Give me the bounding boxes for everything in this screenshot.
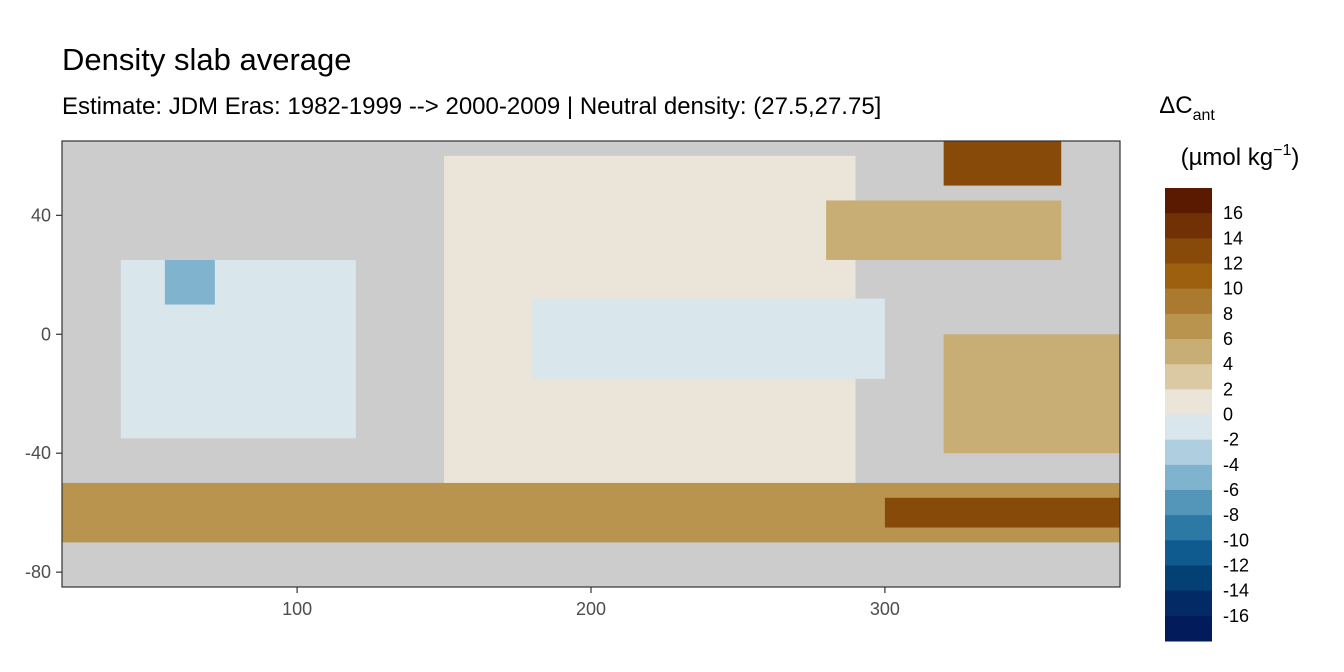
chart-title: Density slab average bbox=[62, 42, 352, 77]
legend-label: 0 bbox=[1223, 405, 1233, 425]
ocean-zone-4 bbox=[826, 200, 1062, 260]
map-panel bbox=[62, 141, 1120, 587]
legend-swatch bbox=[1165, 339, 1212, 365]
x-tick-label: 300 bbox=[870, 599, 900, 619]
y-tick-label: 40 bbox=[31, 205, 51, 225]
legend-title-main: ΔC bbox=[1159, 92, 1192, 119]
legend-swatch bbox=[1165, 414, 1212, 441]
legend-swatch bbox=[1165, 540, 1212, 566]
legend-label: -12 bbox=[1223, 556, 1249, 576]
legend-label: -6 bbox=[1223, 480, 1239, 500]
legend-label: 6 bbox=[1223, 329, 1233, 349]
legend-unit-prefix: (µmol kg bbox=[1181, 144, 1274, 171]
legend-unit: (µmol kg−1) bbox=[1181, 142, 1300, 171]
y-tick-label: -40 bbox=[25, 443, 51, 463]
legend-swatch bbox=[1165, 590, 1212, 617]
legend-unit-suffix: ) bbox=[1291, 144, 1299, 171]
legend-swatch bbox=[1165, 213, 1212, 239]
chart-subtitle: Estimate: JDM Eras: 1982-1999 --> 2000-2… bbox=[62, 93, 882, 120]
ocean-zone-6 bbox=[943, 334, 1120, 454]
x-tick-label: 200 bbox=[576, 599, 606, 619]
legend-label: 2 bbox=[1223, 379, 1233, 399]
legend-label: -4 bbox=[1223, 455, 1239, 475]
ocean-zone-5 bbox=[943, 141, 1062, 186]
legend-label: 16 bbox=[1223, 203, 1243, 223]
legend-label: 14 bbox=[1223, 228, 1243, 248]
legend-unit-sup: −1 bbox=[1273, 142, 1291, 159]
y-tick-label: -80 bbox=[25, 562, 51, 582]
legend: ΔCant (µmol kg−1) 16 14 12 10 8 6 4 2 0 -2 -4 -6 -8 -… bbox=[1159, 92, 1299, 642]
legend-swatch bbox=[1165, 263, 1212, 290]
ocean-zone-3 bbox=[164, 259, 215, 305]
ocean-zone-1 bbox=[532, 298, 885, 379]
legend-swatch bbox=[1165, 464, 1212, 491]
legend-label: -8 bbox=[1223, 505, 1239, 525]
legend-label: 12 bbox=[1223, 254, 1243, 274]
legend-title: ΔCant bbox=[1159, 92, 1215, 124]
legend-swatch bbox=[1165, 439, 1212, 466]
ocean-zone-2 bbox=[120, 259, 356, 439]
x-tick-label: 100 bbox=[282, 599, 312, 619]
legend-swatch bbox=[1165, 188, 1212, 214]
legend-label: 10 bbox=[1223, 279, 1243, 299]
legend-label: -2 bbox=[1223, 430, 1239, 450]
ocean-zone-8 bbox=[884, 497, 1120, 528]
legend-swatch bbox=[1165, 565, 1212, 592]
legend-swatch bbox=[1165, 238, 1212, 264]
y-tick-label: 0 bbox=[41, 324, 51, 344]
legend-title-sub: ant bbox=[1193, 107, 1216, 124]
legend-label: -14 bbox=[1223, 581, 1249, 601]
legend-swatch bbox=[1165, 313, 1212, 340]
legend-swatch bbox=[1165, 515, 1212, 541]
legend-label: 8 bbox=[1223, 304, 1233, 324]
legend-label: -10 bbox=[1223, 530, 1249, 550]
legend-swatch bbox=[1165, 389, 1212, 415]
legend-swatch bbox=[1165, 615, 1212, 642]
legend-swatch bbox=[1165, 364, 1212, 390]
legend-label: -16 bbox=[1223, 606, 1249, 626]
legend-swatch bbox=[1165, 490, 1212, 516]
legend-swatch bbox=[1165, 288, 1212, 315]
legend-label: 4 bbox=[1223, 354, 1233, 374]
